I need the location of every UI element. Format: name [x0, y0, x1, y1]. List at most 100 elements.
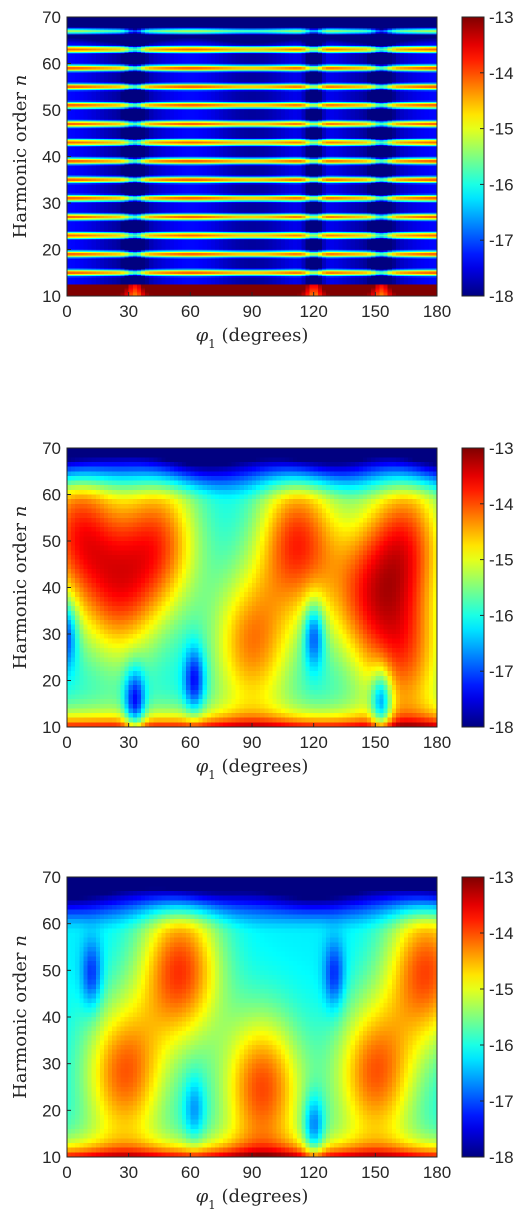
heatmap-cell: [79, 285, 85, 288]
heatmap-cell: [99, 155, 105, 158]
heatmap-cell: [87, 268, 93, 270]
heatmap-cell: [67, 264, 72, 267]
heatmap-cell: [75, 34, 80, 37]
heatmap-cell: [99, 122, 105, 125]
heatmap-cell: [71, 203, 76, 205]
heatmap-cell: [71, 82, 76, 84]
heatmap-cell: [83, 153, 89, 155]
heatmap-cell: [95, 110, 101, 112]
heatmap-cell: [79, 123, 85, 126]
heatmap-cell: [104, 203, 109, 205]
heatmap-cell: [67, 164, 72, 167]
heatmap-cell: [108, 72, 113, 75]
heatmap-cell: [104, 115, 109, 118]
heatmap-cell: [67, 134, 72, 137]
heatmap-cell: [75, 69, 80, 72]
heatmap-cell: [104, 25, 109, 27]
heatmap-cell: [71, 191, 76, 194]
heatmap-cell: [91, 37, 97, 40]
heatmap-cell: [71, 284, 76, 287]
heatmap-cell: [83, 277, 89, 280]
heatmap-cell: [71, 279, 76, 282]
heatmap-cell: [95, 272, 101, 275]
heatmap-cell: [95, 91, 101, 94]
heatmap-cell: [75, 201, 80, 204]
heatmap-cell: [87, 80, 93, 83]
heatmap-cell: [87, 147, 93, 149]
heatmap-cell: [67, 18, 72, 20]
heatmap-cell: [71, 259, 76, 262]
heatmap-cell: [83, 22, 89, 25]
heatmap-cell: [67, 237, 72, 240]
heatmap-cell: [87, 122, 93, 125]
heatmap-cell: [99, 156, 105, 159]
heatmap-cell: [99, 257, 105, 260]
heatmap-cell: [108, 66, 113, 69]
heatmap-cell: [67, 172, 72, 175]
heatmap-cell: [99, 234, 105, 237]
heatmap-cell: [75, 149, 80, 152]
heatmap-cell: [67, 115, 72, 118]
heatmap-cell: [104, 156, 109, 159]
heatmap-cell: [75, 87, 80, 90]
heatmap-cell: [75, 55, 80, 58]
heatmap-cell: [71, 101, 76, 104]
heatmap-cell: [79, 292, 85, 295]
heatmap-cell: [91, 65, 97, 68]
heatmap-cell: [104, 82, 109, 84]
heatmap-cell: [95, 170, 101, 173]
heatmap-cell: [83, 43, 89, 46]
heatmap-cell: [104, 68, 109, 70]
heatmap-cell: [79, 23, 85, 26]
heatmap-cell: [87, 128, 93, 131]
heatmap-cell: [75, 251, 80, 254]
heatmap-cell: [83, 169, 89, 172]
heatmap-cell: [83, 150, 89, 153]
heatmap-cell: [104, 105, 109, 108]
heatmap-cell: [67, 68, 72, 70]
heatmap-cell: [67, 241, 72, 244]
heatmap-cell: [95, 155, 101, 158]
heatmap-cell: [79, 80, 85, 83]
heatmap-cell: [104, 33, 109, 36]
heatmap-cell: [67, 247, 72, 249]
heatmap-cell: [104, 41, 109, 44]
heatmap-cell: [91, 235, 97, 238]
heatmap-cell: [67, 235, 72, 238]
heatmap-cell: [67, 39, 72, 41]
heatmap-cell: [67, 170, 72, 173]
heatmap-cell: [99, 53, 105, 55]
heatmap-cell: [95, 162, 101, 165]
heatmap-cell: [108, 37, 113, 40]
heatmap-cell: [104, 163, 109, 166]
heatmap-cell: [75, 269, 80, 272]
heatmap-cell: [83, 285, 89, 288]
heatmap-cell: [79, 168, 85, 170]
heatmap-cell: [95, 285, 101, 288]
heatmap-cell: [79, 164, 85, 167]
heatmap-cell: [95, 143, 101, 146]
heatmap-cell: [83, 89, 89, 91]
heatmap-cell: [83, 113, 89, 116]
heatmap-cell: [75, 243, 80, 246]
heatmap-cell: [91, 240, 97, 242]
heatmap-cell: [95, 291, 101, 294]
heatmap-cell: [87, 141, 93, 144]
heatmap-cell: [83, 244, 89, 247]
heatmap-cell: [87, 56, 93, 59]
heatmap-cell: [104, 193, 109, 196]
heatmap-cell: [75, 79, 80, 82]
heatmap-cell: [87, 241, 93, 244]
heatmap-cell: [67, 223, 72, 226]
heatmap-cell: [67, 270, 72, 273]
heatmap-cell: [91, 230, 97, 233]
heatmap-cell: [75, 222, 80, 225]
heatmap-cell: [87, 206, 93, 209]
heatmap-cell: [87, 266, 93, 269]
heatmap-cell: [91, 264, 97, 267]
heatmap-cell: [83, 271, 89, 274]
heatmap-cell: [83, 256, 89, 259]
heatmap-cell: [79, 226, 85, 229]
heatmap-cell: [95, 118, 101, 120]
heatmap-cell: [67, 44, 72, 47]
